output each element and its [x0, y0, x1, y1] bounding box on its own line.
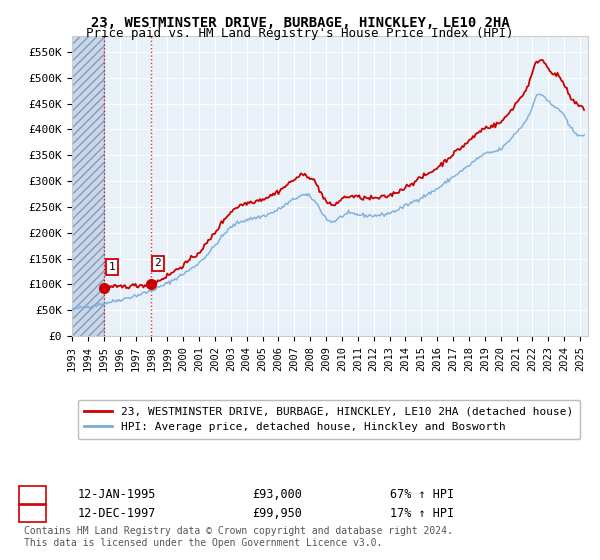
Text: 12-JAN-1995: 12-JAN-1995: [78, 488, 157, 501]
Text: 2: 2: [155, 258, 161, 268]
Text: 23, WESTMINSTER DRIVE, BURBAGE, HINCKLEY, LE10 2HA: 23, WESTMINSTER DRIVE, BURBAGE, HINCKLEY…: [91, 16, 509, 30]
Text: £93,000: £93,000: [252, 488, 302, 501]
Text: 1: 1: [24, 488, 31, 501]
Text: Contains HM Land Registry data © Crown copyright and database right 2024.
This d: Contains HM Land Registry data © Crown c…: [24, 526, 453, 548]
Bar: [72, 36, 104, 336]
Text: 12-DEC-1997: 12-DEC-1997: [78, 507, 157, 520]
Text: 2: 2: [24, 507, 31, 520]
Text: 67% ↑ HPI: 67% ↑ HPI: [390, 488, 454, 501]
Text: 1: 1: [109, 262, 115, 272]
Text: 17% ↑ HPI: 17% ↑ HPI: [390, 507, 454, 520]
Legend: 23, WESTMINSTER DRIVE, BURBAGE, HINCKLEY, LE10 2HA (detached house), HPI: Averag: 23, WESTMINSTER DRIVE, BURBAGE, HINCKLEY…: [77, 400, 580, 439]
Text: £99,950: £99,950: [252, 507, 302, 520]
Text: Price paid vs. HM Land Registry's House Price Index (HPI): Price paid vs. HM Land Registry's House …: [86, 27, 514, 40]
